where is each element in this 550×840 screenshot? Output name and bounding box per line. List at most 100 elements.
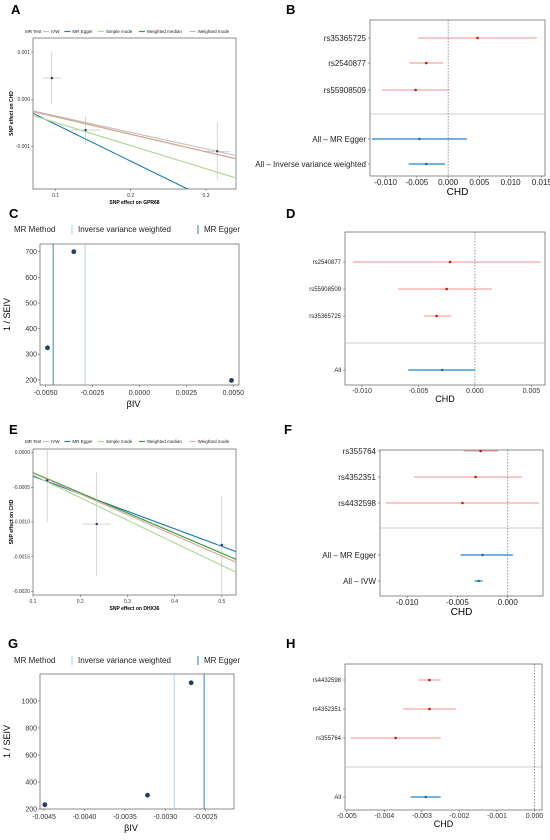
legend-title: MR Test: [25, 29, 42, 34]
y-tick-label: -0.0010: [13, 520, 30, 526]
snp-estimate: [424, 61, 428, 65]
x-tick-label: -0.003: [412, 813, 432, 820]
x-tick-label: -0.010: [396, 598, 419, 607]
plot-frame: [344, 663, 543, 811]
x-tick-label: 0.2: [127, 193, 134, 199]
snp-estimate: [428, 707, 431, 711]
legend-label: Weighted median: [147, 439, 182, 444]
panel-label-b: B: [286, 2, 295, 17]
data-point: [45, 479, 49, 482]
y-axis-label: SNP effect on CHD: [9, 91, 15, 136]
snp-estimate: [476, 36, 479, 40]
x-tick-label: -0.0040: [73, 814, 97, 821]
y-tick-label: -0.001: [16, 144, 30, 150]
row-label: rs355764: [316, 736, 342, 742]
x-axis-label: SNP effect on DHX36: [110, 606, 160, 612]
row-label: rs4432598: [338, 499, 376, 508]
x-tick-label: 0.000: [526, 813, 544, 820]
y-tick-label: 0.001: [17, 50, 30, 56]
y-tick-label: 0.000: [17, 97, 30, 103]
x-axis-label: SNP effect on GPR68: [109, 200, 159, 206]
legend-label: Weighted mode: [198, 29, 230, 34]
regression-line: [33, 475, 236, 553]
summary-estimate: [481, 553, 484, 557]
summary-estimate: [477, 579, 480, 583]
regression-line: [33, 472, 236, 560]
regression-line: [33, 472, 236, 563]
y-tick-label: -0.0020: [13, 589, 30, 595]
x-tick-label: 0.3: [124, 599, 131, 605]
data-point: [71, 249, 77, 255]
x-tick-label: 0.015: [532, 178, 550, 187]
legend-label: IVW: [51, 29, 60, 34]
x-axis-label: βIV: [124, 823, 138, 833]
x-tick-label: 0.000: [438, 178, 459, 187]
data-point: [95, 522, 98, 526]
legend-label: MR Egger: [204, 225, 240, 234]
y-tick-label: 400: [25, 780, 37, 787]
x-tick-label: -0.004: [374, 813, 394, 820]
y-tick-label: 200: [25, 377, 37, 384]
row-label: All: [334, 368, 341, 374]
summary-estimate: [424, 795, 427, 799]
regression-line: [33, 111, 236, 160]
plot-frame: [39, 243, 240, 386]
panel-label-c: C: [9, 206, 19, 221]
x-tick-label: 0.5: [218, 599, 225, 605]
legend-label: Simple mode: [106, 29, 133, 34]
regression-line: [33, 115, 236, 179]
regression-line: [33, 112, 189, 189]
legend-title: MR Test: [25, 439, 42, 444]
data-point: [42, 802, 48, 808]
snp-estimate: [448, 260, 452, 264]
plot-frame: [32, 37, 237, 190]
legend-label: MR Egger: [204, 656, 240, 665]
snp-estimate: [428, 678, 431, 682]
row-label: rs4352351: [338, 473, 376, 482]
x-tick-label: -0.001: [487, 813, 507, 820]
panel-label-e: E: [9, 422, 18, 437]
y-tick-label: 500: [25, 300, 37, 307]
row-label: rs35365725: [324, 34, 367, 43]
x-tick-label: -0.005: [337, 813, 357, 820]
x-tick-label: 0.4: [171, 599, 178, 605]
y-tick-label: 600: [25, 753, 37, 760]
y-tick-label: 700: [25, 249, 37, 256]
x-tick-label: -0.005: [446, 598, 469, 607]
x-tick-label: -0.010: [374, 178, 397, 187]
y-tick-label: 0.0000: [15, 450, 31, 456]
panel-label-d: D: [286, 206, 295, 221]
x-axis-label: βIV: [127, 399, 141, 409]
legend-label: Simple mode: [106, 439, 133, 444]
x-tick-label: -0.0035: [113, 814, 137, 821]
x-tick-label: 0.0025: [176, 390, 198, 397]
y-axis-label: 1 / SEIV: [2, 725, 12, 758]
plot-frame: [32, 448, 237, 596]
plot-frame: [344, 231, 546, 386]
row-label: All – MR Egger: [312, 135, 366, 144]
x-tick-label: 0.0050: [223, 390, 245, 397]
plot-frame: [369, 19, 546, 177]
data-point: [145, 792, 150, 798]
x-tick-label: -0.0025: [194, 814, 218, 821]
row-label: rs2540877: [313, 260, 342, 266]
regression-line: [33, 110, 236, 157]
summary-estimate: [440, 368, 444, 372]
data-point: [84, 128, 87, 132]
y-tick-label: 200: [25, 807, 37, 814]
row-label: rs35365725: [309, 314, 341, 320]
legend-label: Inverse variance weighted: [78, 225, 171, 234]
snp-estimate: [435, 314, 438, 318]
data-point: [45, 345, 50, 351]
y-tick-label: 300: [25, 352, 37, 359]
x-tick-label: -0.0050: [34, 390, 58, 397]
data-point: [216, 150, 219, 153]
y-tick-label: 1000: [21, 699, 37, 706]
x-tick-label: 0.2: [77, 599, 84, 605]
x-tick-label: 0.005: [469, 178, 490, 187]
x-tick-label: -0.002: [450, 813, 470, 820]
row-label: rs2540877: [328, 59, 366, 68]
x-axis-label: CHD: [435, 394, 455, 404]
legend-label: Weighted mode: [198, 439, 230, 444]
